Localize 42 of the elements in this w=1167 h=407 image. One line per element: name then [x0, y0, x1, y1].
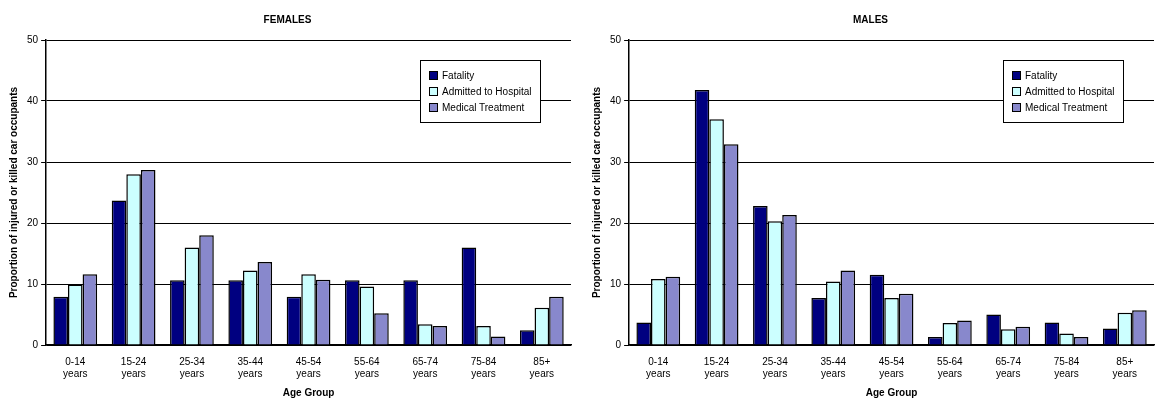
chart-title: MALES — [853, 13, 889, 25]
y-tick-label: 40 — [610, 94, 622, 106]
x-tick-label: 35-44 years — [237, 355, 264, 379]
legend-label: Medical Treatment — [442, 102, 525, 113]
x-tick-label: 25-34 years — [179, 355, 206, 379]
x-tick-label: 45-54 years — [878, 355, 905, 379]
y-tick-label: 50 — [27, 33, 39, 45]
x-tick-label: 85+ years — [529, 355, 555, 379]
x-tick-label: 75-84 years — [470, 355, 497, 379]
legend-label: Admitted to Hospital — [442, 86, 532, 97]
y-tick-label: 0 — [32, 338, 39, 350]
y-tick-label: 0 — [615, 338, 622, 350]
y-tick-label: 30 — [610, 155, 622, 167]
x-tick-label: 85+ years — [1112, 355, 1138, 379]
y-tick-label: 50 — [610, 33, 622, 45]
x-tick-label: 35-44 years — [820, 355, 847, 379]
y-tick-label: 10 — [27, 277, 39, 289]
x-tick-label: 75-84 years — [1053, 355, 1080, 379]
y-axis-title: Proportion of injured or killed car occupants — [7, 86, 19, 299]
y-tick-label: 10 — [610, 277, 622, 289]
legend-label: Fatality — [1025, 70, 1058, 81]
x-tick-label: 45-54 years — [295, 355, 322, 379]
x-tick-label: 15-24 years — [703, 355, 730, 379]
x-tick-label: 65-74 years — [412, 355, 439, 379]
x-axis-title: Age Group — [282, 386, 335, 398]
legend-label: Admitted to Hospital — [1025, 86, 1115, 97]
y-tick-label: 40 — [27, 94, 39, 106]
x-tick-label: 55-64 years — [937, 355, 964, 379]
legend-label: Fatality — [442, 70, 475, 81]
y-axis-title: Proportion of injured or killed car occupants — [590, 86, 602, 299]
x-tick-label: 0-14 years — [646, 355, 671, 379]
x-axis-title: Age Group — [865, 386, 918, 398]
legend-label: Medical Treatment — [1025, 102, 1108, 113]
x-tick-label: 65-74 years — [995, 355, 1022, 379]
x-tick-label: 15-24 years — [120, 355, 147, 379]
chart-title: FEMALES — [263, 13, 312, 25]
x-tick-label: 55-64 years — [354, 355, 381, 379]
x-tick-label: 25-34 years — [762, 355, 789, 379]
y-tick-label: 30 — [27, 155, 39, 167]
x-tick-label: 0-14 years — [63, 355, 88, 379]
y-tick-label: 20 — [610, 216, 622, 228]
y-tick-label: 20 — [27, 216, 39, 228]
